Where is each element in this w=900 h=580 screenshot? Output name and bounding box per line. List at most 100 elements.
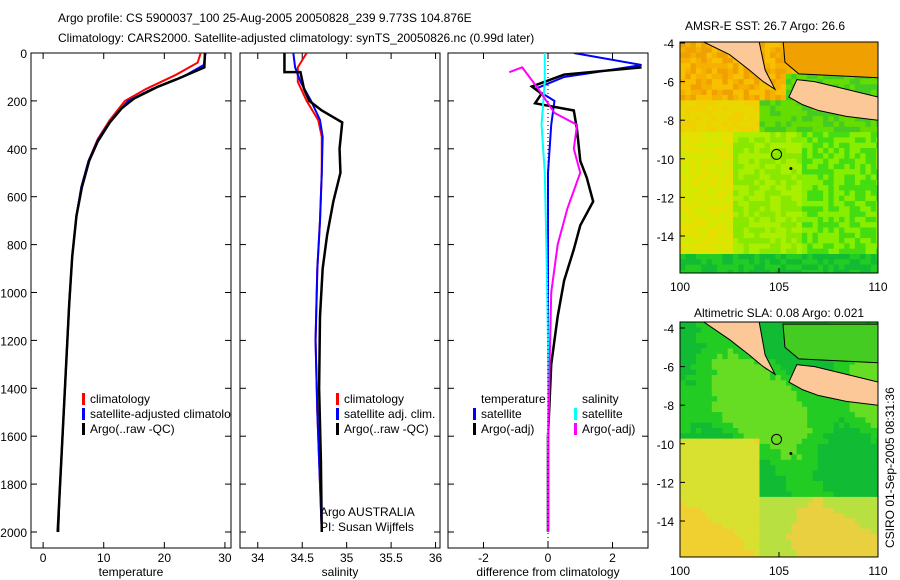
map-cell [748, 475, 755, 482]
map-cell [839, 470, 845, 477]
map-cell [796, 232, 803, 239]
map-cell [823, 227, 829, 234]
map-cell [743, 438, 750, 445]
map-cell [854, 449, 861, 455]
map-cell [780, 390, 787, 397]
map-cell [780, 534, 787, 540]
map-cell [780, 539, 787, 545]
map-cell [695, 337, 702, 344]
map-cell [860, 153, 866, 159]
map-cell [701, 422, 707, 429]
map-cell [828, 412, 835, 418]
map-cell [854, 549, 861, 556]
x-tick-label: 2 [609, 551, 616, 565]
map-cell [759, 491, 766, 498]
map-cell [870, 232, 877, 239]
map-cell [695, 332, 702, 339]
map-cell [706, 486, 713, 492]
map-cell [865, 211, 872, 218]
map-cell [812, 539, 819, 545]
map-cell [849, 496, 856, 503]
map-cell [780, 343, 787, 349]
map-cell [764, 534, 771, 540]
map-cell [791, 465, 797, 471]
map-cell [754, 364, 760, 371]
map-cell [801, 121, 808, 128]
map-cell [706, 73, 713, 80]
map-cell [780, 544, 787, 551]
map-cell [717, 438, 723, 445]
map-cell [796, 216, 803, 223]
map-cell [711, 523, 718, 530]
map-cell [680, 201, 686, 207]
map-cell [844, 539, 850, 545]
map-cell [733, 454, 739, 461]
map-cell [685, 95, 691, 101]
map-cell [722, 406, 729, 413]
map-cell [844, 264, 850, 271]
map-cell [764, 185, 771, 191]
map-cell [727, 523, 734, 530]
map-cell [828, 491, 835, 498]
map-cell [690, 132, 697, 138]
map-cell [680, 523, 686, 530]
map-cell [812, 502, 819, 508]
map-cell [775, 486, 782, 492]
map-cell [775, 206, 782, 212]
map-cell [770, 549, 776, 556]
map-cell [759, 465, 766, 471]
map-cell [722, 475, 729, 482]
map-cell [791, 549, 797, 556]
map-cell [796, 486, 803, 492]
map-cell [759, 238, 766, 244]
map-cell [854, 369, 861, 376]
map-cell [839, 227, 845, 234]
map-cell [701, 211, 707, 218]
y-tick-label: -10 [657, 153, 675, 167]
map-cell [775, 264, 782, 271]
map-cell [828, 206, 835, 212]
map-cell [796, 153, 803, 159]
map-cell [870, 486, 877, 492]
map-cell [807, 269, 813, 273]
map-cell [807, 549, 813, 556]
map-cell [849, 470, 856, 477]
map-cell [711, 57, 718, 64]
map-cell [839, 459, 845, 466]
map-cell [865, 512, 872, 519]
map-cell [685, 534, 691, 540]
map-cell [748, 222, 755, 228]
map-cell [717, 132, 723, 138]
map-cell [759, 544, 766, 551]
map-cell [865, 406, 872, 413]
map-cell [764, 544, 771, 551]
map-cell [759, 438, 766, 445]
sea-java [782, 42, 878, 79]
map-cell [849, 137, 856, 144]
map-cell [690, 449, 697, 455]
map-cell [727, 353, 734, 360]
map-cell [706, 528, 713, 535]
map-cell [738, 502, 744, 508]
map-cell [780, 132, 787, 138]
map-cell [817, 544, 824, 551]
map-cell [791, 496, 797, 503]
map-cell [812, 528, 819, 535]
y-tick-label: -6 [663, 361, 674, 375]
map-cell [690, 68, 697, 75]
map-cell [817, 79, 824, 85]
map-cell [764, 375, 771, 381]
map-cell [727, 512, 734, 519]
map-cell [743, 534, 750, 540]
map-cell [748, 216, 755, 223]
map-cell [807, 137, 813, 144]
map-cell [839, 163, 845, 170]
map-cell [727, 185, 734, 191]
map-cell [738, 438, 744, 445]
map-cell [754, 539, 760, 545]
map-cell [828, 137, 835, 144]
map-cell [780, 364, 787, 371]
map-cell [828, 449, 835, 455]
map-cell [743, 222, 750, 228]
